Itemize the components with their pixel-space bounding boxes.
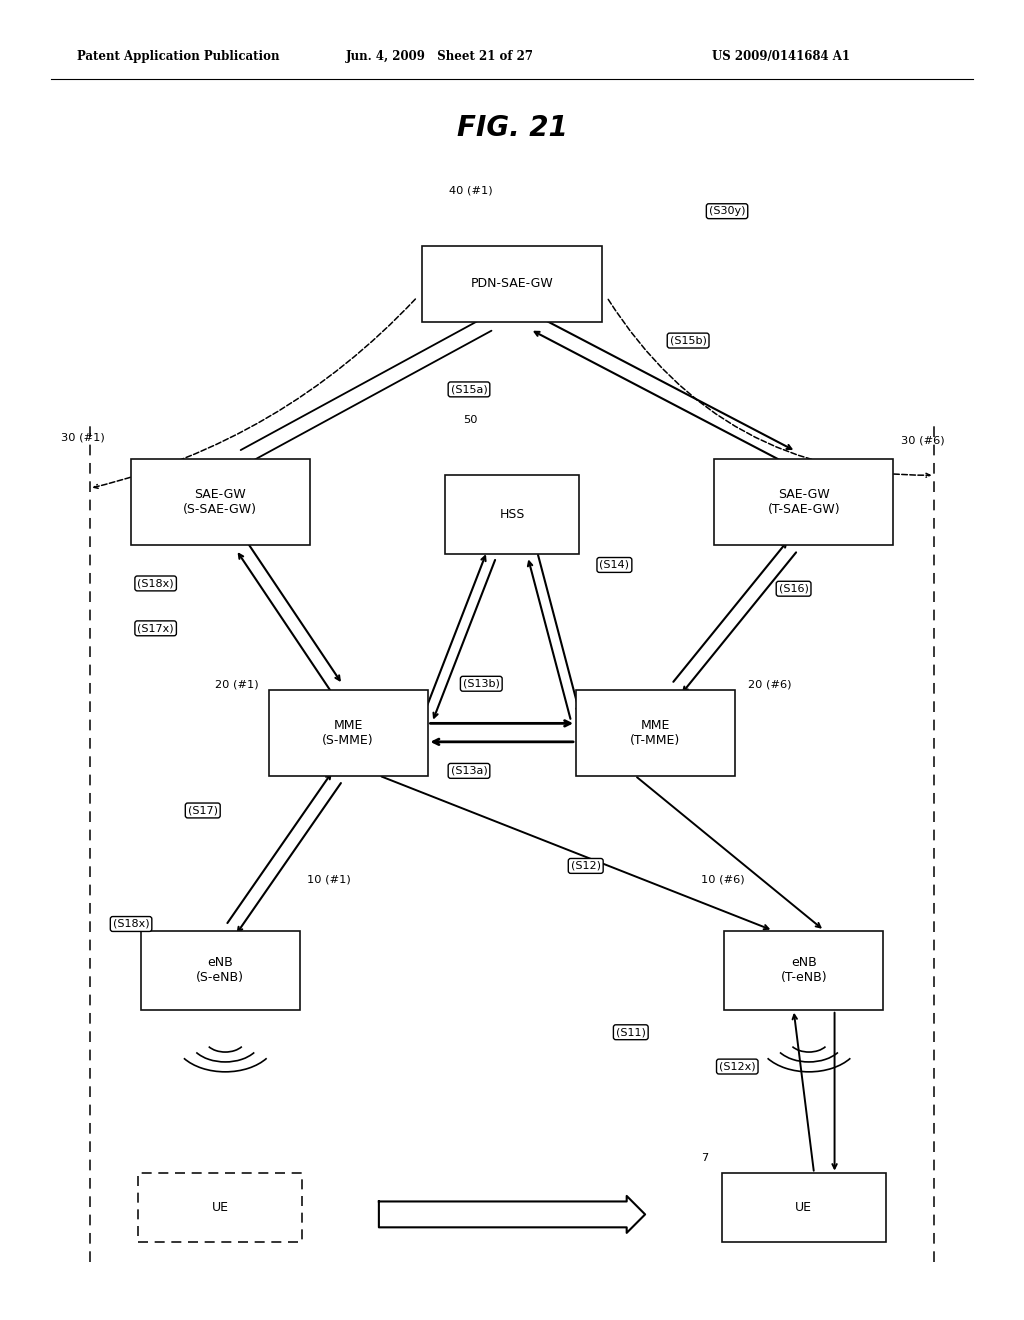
Text: MME
(T-MME): MME (T-MME) bbox=[630, 718, 681, 747]
Text: MME
(S-MME): MME (S-MME) bbox=[323, 718, 374, 747]
FancyBboxPatch shape bbox=[575, 689, 735, 776]
Text: 30 (#6): 30 (#6) bbox=[901, 436, 945, 446]
FancyBboxPatch shape bbox=[138, 1173, 302, 1242]
Text: (S13b): (S13b) bbox=[463, 678, 500, 689]
Text: 40 (#1): 40 (#1) bbox=[449, 185, 493, 195]
Text: (S14): (S14) bbox=[599, 560, 630, 570]
Text: 20 (#1): 20 (#1) bbox=[215, 680, 259, 689]
Text: eNB
(S-eNB): eNB (S-eNB) bbox=[197, 956, 244, 985]
FancyBboxPatch shape bbox=[422, 246, 601, 322]
Text: UE: UE bbox=[796, 1201, 812, 1214]
Text: (S15a): (S15a) bbox=[451, 384, 487, 395]
Text: 10 (#6): 10 (#6) bbox=[701, 874, 745, 884]
Text: HSS: HSS bbox=[500, 508, 524, 521]
Text: 20 (#6): 20 (#6) bbox=[748, 680, 791, 689]
FancyBboxPatch shape bbox=[131, 458, 309, 544]
FancyBboxPatch shape bbox=[141, 931, 299, 1010]
FancyBboxPatch shape bbox=[445, 475, 579, 554]
Text: (S12x): (S12x) bbox=[719, 1061, 756, 1072]
Text: eNB
(T-eNB): eNB (T-eNB) bbox=[780, 956, 827, 985]
Text: (S30y): (S30y) bbox=[709, 206, 745, 216]
Text: PDN-SAE-GW: PDN-SAE-GW bbox=[471, 277, 553, 290]
FancyBboxPatch shape bbox=[715, 458, 893, 544]
Text: 7: 7 bbox=[701, 1152, 709, 1163]
Text: US 2009/0141684 A1: US 2009/0141684 A1 bbox=[712, 50, 850, 63]
Text: (S17): (S17) bbox=[187, 805, 218, 816]
Text: FIG. 21: FIG. 21 bbox=[457, 114, 567, 143]
Text: (S16): (S16) bbox=[778, 583, 809, 594]
Text: 10 (#1): 10 (#1) bbox=[307, 874, 351, 884]
Text: UE: UE bbox=[212, 1201, 228, 1214]
Text: (S17x): (S17x) bbox=[137, 623, 174, 634]
Text: SAE-GW
(S-SAE-GW): SAE-GW (S-SAE-GW) bbox=[183, 487, 257, 516]
Text: 30 (#1): 30 (#1) bbox=[61, 433, 105, 444]
Text: 50: 50 bbox=[463, 414, 477, 425]
Text: (S13a): (S13a) bbox=[451, 766, 487, 776]
Text: (S12): (S12) bbox=[570, 861, 601, 871]
Text: (S18x): (S18x) bbox=[113, 919, 150, 929]
Text: Patent Application Publication: Patent Application Publication bbox=[77, 50, 280, 63]
Text: (S11): (S11) bbox=[615, 1027, 646, 1038]
FancyBboxPatch shape bbox=[722, 1173, 886, 1242]
Text: Jun. 4, 2009   Sheet 21 of 27: Jun. 4, 2009 Sheet 21 of 27 bbox=[346, 50, 535, 63]
Text: SAE-GW
(T-SAE-GW): SAE-GW (T-SAE-GW) bbox=[768, 487, 840, 516]
Text: (S15b): (S15b) bbox=[670, 335, 707, 346]
FancyBboxPatch shape bbox=[268, 689, 428, 776]
Text: (S18x): (S18x) bbox=[137, 578, 174, 589]
FancyBboxPatch shape bbox=[725, 931, 883, 1010]
Polygon shape bbox=[379, 1196, 645, 1233]
